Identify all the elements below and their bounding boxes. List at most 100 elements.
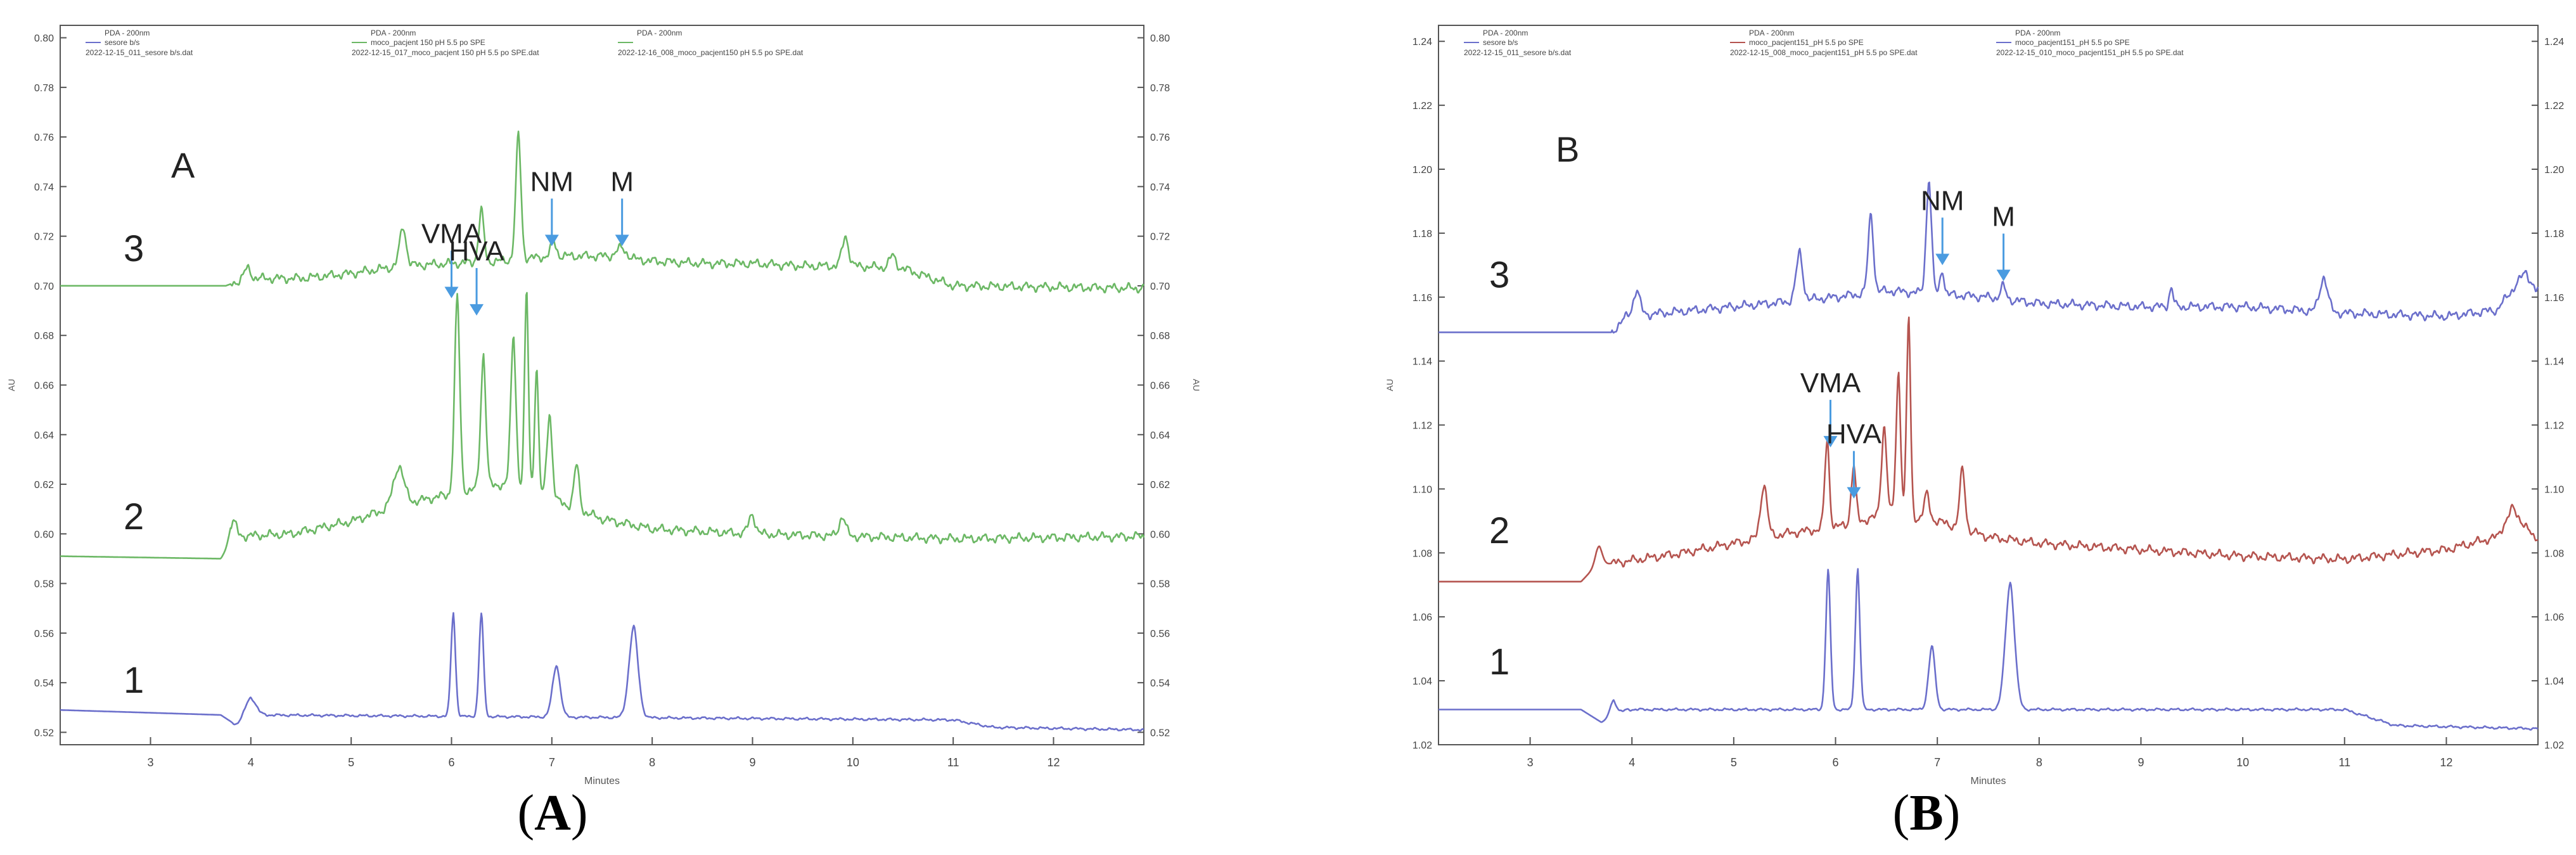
peak-label: NM	[1921, 185, 1964, 216]
y-tick-label-left: 0.62	[34, 480, 54, 491]
peak-annotation: M	[610, 166, 634, 247]
peak-label: M	[610, 166, 634, 197]
y-tick-label-left: 0.52	[34, 728, 54, 738]
x-tick-label: 5	[348, 756, 354, 769]
legend-detector: PDA - 200nm	[1749, 29, 1794, 37]
y-tick-label-right: 0.56	[1150, 629, 1170, 640]
y-tick-label-left: 1.16	[1413, 293, 1432, 304]
x-tick-label: 6	[448, 756, 454, 769]
x-tick-label: 7	[1934, 756, 1940, 769]
peak-annotation: VMA	[1800, 368, 1861, 447]
x-tick-label: 9	[749, 756, 755, 769]
y-tick-label-right: 0.52	[1150, 728, 1170, 738]
peak-arrow-head	[1823, 435, 1838, 447]
panel-letter: B	[1556, 129, 1579, 169]
y-tick-label-left: 1.22	[1413, 101, 1432, 112]
peak-label: VMA	[421, 219, 482, 250]
y-tick-label-right: 1.16	[2544, 293, 2564, 304]
trace-label: 1	[1489, 641, 1509, 683]
y-tick-label-left: 0.66	[34, 381, 54, 392]
x-tick-label: 7	[549, 756, 555, 769]
x-tick-label: 8	[649, 756, 655, 769]
y-tick-label-right: 1.08	[2544, 548, 2564, 559]
x-tick-label: 12	[1047, 756, 1060, 769]
y-tick-label-right: 1.18	[2544, 229, 2564, 240]
y-tick-label-right: 1.02	[2544, 740, 2564, 751]
y-tick-label-left: 0.74	[34, 182, 54, 193]
y-axis-label-left: AU	[1385, 379, 1395, 391]
x-tick-label: 11	[2338, 756, 2350, 769]
y-tick-label-right: 0.78	[1150, 83, 1170, 94]
series-line-1	[1438, 568, 2539, 731]
y-tick-label-right: 0.62	[1150, 480, 1170, 491]
x-axis-label: Minutes	[1970, 776, 2006, 787]
y-tick-label-left: 1.08	[1413, 548, 1432, 559]
y-tick-label-left: 1.20	[1413, 165, 1432, 176]
y-tick-label-left: 1.14	[1413, 357, 1432, 368]
peak-arrow-head	[1935, 254, 1950, 266]
x-tick-label: 5	[1731, 756, 1737, 769]
y-tick-label-right: 0.80	[1150, 34, 1170, 44]
trace-label: 3	[1489, 254, 1509, 295]
x-tick-label: 11	[947, 756, 959, 769]
legend-file: 2022-12-15_011_sesore b/s.dat	[1464, 48, 1572, 57]
legend-file: 2022-12-16_008_moco_pacjent150 pH 5.5 po…	[618, 48, 804, 57]
y-tick-label-left: 1.04	[1413, 676, 1432, 687]
trace-label: 2	[1489, 510, 1509, 551]
peak-arrow-head	[470, 304, 484, 316]
y-tick-label-right: 1.14	[2544, 357, 2564, 368]
x-tick-label: 12	[2440, 756, 2452, 769]
y-tick-label-right: 0.74	[1150, 182, 1170, 193]
peak-annotation: HVA	[449, 236, 504, 316]
y-tick-label-right: 0.60	[1150, 529, 1170, 540]
y-tick-label-left: 0.68	[34, 331, 54, 342]
peak-arrow-head	[544, 235, 559, 247]
legend-detector: PDA - 200nm	[1483, 29, 1528, 37]
y-tick-label-left: 0.58	[34, 579, 54, 590]
peak-annotation: HVA	[1826, 419, 1882, 499]
y-tick-label-left: 0.54	[34, 678, 54, 689]
peak-arrow-head	[1996, 269, 2011, 281]
trace-label: 2	[124, 496, 144, 537]
y-tick-label-right: 1.12	[2544, 421, 2564, 432]
trace-label: 1	[124, 660, 144, 701]
series-line-3	[60, 131, 1145, 294]
peak-annotation: NM	[1921, 185, 1964, 266]
legend-file: 2022-12-15_008_moco_pacjent151_pH 5.5 po…	[1730, 48, 1918, 57]
trace-label: 3	[124, 228, 144, 269]
series-line-2	[1438, 316, 2539, 583]
y-tick-label-left: 0.76	[34, 132, 54, 143]
y-axis-label-left: AU	[6, 379, 16, 391]
y-tick-label-right: 1.24	[2544, 37, 2564, 48]
y-tick-label-left: 0.72	[34, 232, 54, 243]
peak-label: VMA	[1800, 368, 1861, 399]
x-tick-label: 3	[147, 756, 153, 769]
y-axis-label-right: AU	[1191, 379, 1201, 391]
x-tick-label: 6	[1833, 756, 1839, 769]
legend-detector: PDA - 200nm	[371, 29, 416, 37]
y-tick-label-right: 0.66	[1150, 381, 1170, 392]
x-tick-label: 4	[248, 756, 254, 769]
y-tick-label-right: 0.68	[1150, 331, 1170, 342]
x-tick-label: 10	[847, 756, 859, 769]
y-tick-label-left: 1.18	[1413, 229, 1432, 240]
y-tick-label-left: 0.78	[34, 83, 54, 94]
y-tick-label-right: 0.54	[1150, 678, 1170, 689]
y-tick-label-left: 1.06	[1413, 612, 1432, 623]
y-tick-label-right: 0.72	[1150, 232, 1170, 243]
legend-entry: PDA - 200nm 2022-12-16_008_moco_pacjent15…	[618, 29, 804, 57]
legend-detector: PDA - 200nm	[2015, 29, 2060, 37]
plot-frame	[1438, 25, 2539, 745]
y-tick-label-left: 0.64	[34, 430, 54, 441]
panel-letter: A	[171, 145, 195, 185]
y-tick-label-left: 0.56	[34, 629, 54, 640]
x-tick-label: 8	[2036, 756, 2042, 769]
legend-file: 2022-12-15_017_moco_pacjent 150 pH 5.5 p…	[352, 48, 539, 57]
peak-arrow-head	[444, 286, 459, 299]
x-tick-label: 9	[2137, 756, 2144, 769]
